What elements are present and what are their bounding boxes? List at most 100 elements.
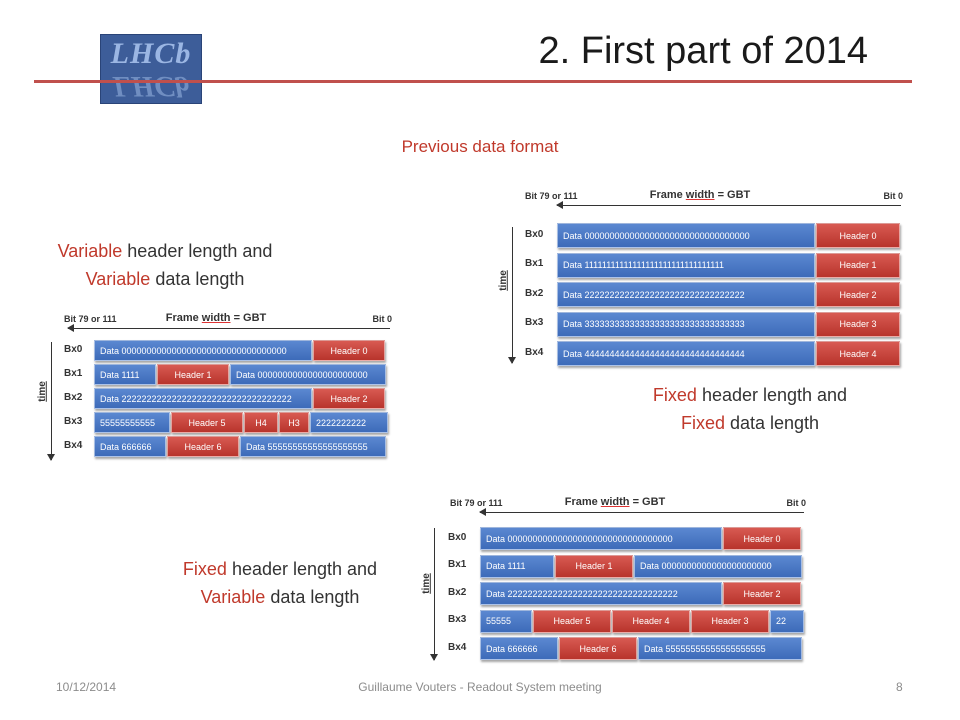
row-label-bx2: Bx2 xyxy=(525,287,544,299)
time-label: time xyxy=(420,573,432,594)
frame-width-arrow xyxy=(556,201,901,209)
frame-width-label: Frame width = GBT xyxy=(564,496,666,508)
header-cell: Header 3 xyxy=(816,311,900,337)
row-label-bx4: Bx4 xyxy=(525,346,544,358)
frame-row: Data 000000000000000000000000000000000 He… xyxy=(94,340,386,361)
time-arrow xyxy=(430,528,438,661)
data-cell: Data 22222222222222222222222222222222 xyxy=(557,282,815,307)
data-cell: Data 2222222222222222222222222222222222 xyxy=(94,388,312,409)
data-cell: Data 1111 xyxy=(94,364,156,385)
data-cell: Data 666666 xyxy=(480,637,558,660)
footer-presenter: Guillaume Vouters - Readout System meeti… xyxy=(358,680,602,694)
subtitle: Previous data format xyxy=(401,137,559,156)
frame-row: Data 000000000000000000000000000000000 He… xyxy=(480,527,802,550)
frame-row: Data 2222222222222222222222222222222222 H… xyxy=(480,582,802,605)
caption-variable-w1: Variable xyxy=(57,241,123,261)
frame-width-arrow xyxy=(67,324,390,332)
data-cell: Data 666666 xyxy=(94,436,166,457)
frame-row: Data 11111111111111111111111111111111 Hea… xyxy=(557,252,901,278)
diagram-fixed-variable: Bit 79 or 111 Frame width = GBT Bit 0 ti… xyxy=(420,496,806,666)
frame-row: Data 000000000000000000000000000000000 He… xyxy=(557,223,901,248)
time-arrow xyxy=(47,342,55,461)
time-label: time xyxy=(36,381,48,402)
row-label-bx0: Bx0 xyxy=(525,228,544,240)
data-cell: Data 55555555555555555555 xyxy=(638,637,802,660)
slide-title: 2. First part of 2014 xyxy=(538,30,869,72)
header-cell: Header 1 xyxy=(816,252,900,278)
frame-row: Data 666666 Header 6 Data 5555555555555555… xyxy=(94,436,387,457)
data-cell: 2222222222 xyxy=(310,412,388,433)
row-label-bx1: Bx1 xyxy=(64,367,83,379)
bit-right-label: Bit 0 xyxy=(786,498,806,508)
footer-page-number: 8 xyxy=(896,680,903,694)
header-cell: Header 0 xyxy=(816,223,900,248)
title-rule xyxy=(34,80,912,83)
caption-variable-r1: header length and xyxy=(122,241,273,261)
footer-date: 10/12/2014 xyxy=(56,680,117,694)
frame-row: Data 33333333333333333333333333333333 Hea… xyxy=(557,311,901,337)
caption-fixed-w1: Fixed xyxy=(652,385,697,405)
data-cell: Data 55555555555555555555 xyxy=(240,436,386,457)
time-arrow xyxy=(508,227,516,364)
data-cell: Data 000000000000000000000000000000000 xyxy=(480,527,722,550)
frame-row: Data 22222222222222222222222222222222 Hea… xyxy=(557,282,901,307)
data-cell: Data 0000000000000000000000 xyxy=(230,364,386,385)
frame-width-label: Frame width = GBT xyxy=(649,189,751,201)
caption-fv-r2: data length xyxy=(265,587,360,607)
header-cell: Header 3 xyxy=(691,609,769,633)
bit-left-label: Bit 79 or 111 xyxy=(450,498,503,508)
row-label-bx0: Bx0 xyxy=(64,343,83,355)
frame-width-label: Frame width = GBT xyxy=(165,312,267,324)
caption-fv-w2: Variable xyxy=(200,587,266,607)
logo-text: LHCb xyxy=(110,37,192,70)
header-cell: Header 4 xyxy=(816,341,900,366)
header-cell: Header 6 xyxy=(167,436,239,457)
header-cell: Header 2 xyxy=(723,582,801,605)
data-cell: Data 44444444444444444444444444444444 xyxy=(557,341,815,366)
frame-row: Data 666666 Header 6 Data 5555555555555555… xyxy=(480,637,803,660)
frame-row: Data 2222222222222222222222222222222222 H… xyxy=(94,388,386,409)
bit-left-label: Bit 79 or 111 xyxy=(64,314,117,324)
header-cell: H3 xyxy=(279,412,309,433)
data-cell: Data 33333333333333333333333333333333 xyxy=(557,311,815,337)
caption-fixed-r1: header length and xyxy=(696,385,848,405)
row-label-bx0: Bx0 xyxy=(448,531,467,543)
bit-right-label: Bit 0 xyxy=(372,314,392,324)
data-cell: Data 000000000000000000000000000000000 xyxy=(557,223,815,248)
row-label-bx1: Bx1 xyxy=(448,559,467,570)
header-cell: Header 4 xyxy=(612,609,690,633)
header-cell: Header 2 xyxy=(313,388,385,409)
bit-right-label: Bit 0 xyxy=(883,191,903,201)
caption-fv-r1: header length and xyxy=(226,559,378,579)
logo-text-reflection: LHCb xyxy=(112,70,190,103)
data-cell: Data 2222222222222222222222222222222222 xyxy=(480,582,722,605)
row-label-bx4: Bx4 xyxy=(448,641,467,653)
data-cell: Data 11111111111111111111111111111111 xyxy=(557,252,815,278)
caption-fixed-r2: data length xyxy=(724,413,820,433)
caption-fixed-variable: Fixed header length and Variable data le… xyxy=(146,555,414,611)
caption-fixed-w2: Fixed xyxy=(680,413,725,433)
row-label-bx1: Bx1 xyxy=(525,258,544,269)
frame-row: Data 1111 Header 1 Data 000000000000000000… xyxy=(480,554,803,578)
data-cell: 55555555555 xyxy=(94,412,170,433)
row-label-bx3: Bx3 xyxy=(64,415,83,427)
header-cell: Header 0 xyxy=(313,340,385,361)
diagram-fixed: Bit 79 or 111 Frame width = GBT Bit 0 ti… xyxy=(497,189,903,369)
caption-fv-w1: Fixed xyxy=(182,559,227,579)
data-cell: Data 1111 xyxy=(480,554,554,578)
caption-variable-r2: data length xyxy=(150,269,245,289)
header-cell: Header 6 xyxy=(559,637,637,660)
row-label-bx2: Bx2 xyxy=(64,391,83,403)
header-cell: Header 5 xyxy=(533,609,611,633)
frame-width-arrow xyxy=(479,508,804,516)
caption-fixed: Fixed header length and Fixed data lengt… xyxy=(612,381,888,437)
header-cell: H4 xyxy=(244,412,278,433)
header-cell: Header 5 xyxy=(171,412,243,433)
data-cell: Data 000000000000000000000000000000000 xyxy=(94,340,312,361)
header-cell: Header 2 xyxy=(816,282,900,307)
caption-variable-w2: Variable xyxy=(85,269,151,289)
lhcb-logo: LHCb LHCb xyxy=(100,34,202,104)
header-cell: Header 1 xyxy=(157,364,229,385)
data-cell: 22 xyxy=(770,609,804,633)
row-label-bx4: Bx4 xyxy=(64,439,83,451)
